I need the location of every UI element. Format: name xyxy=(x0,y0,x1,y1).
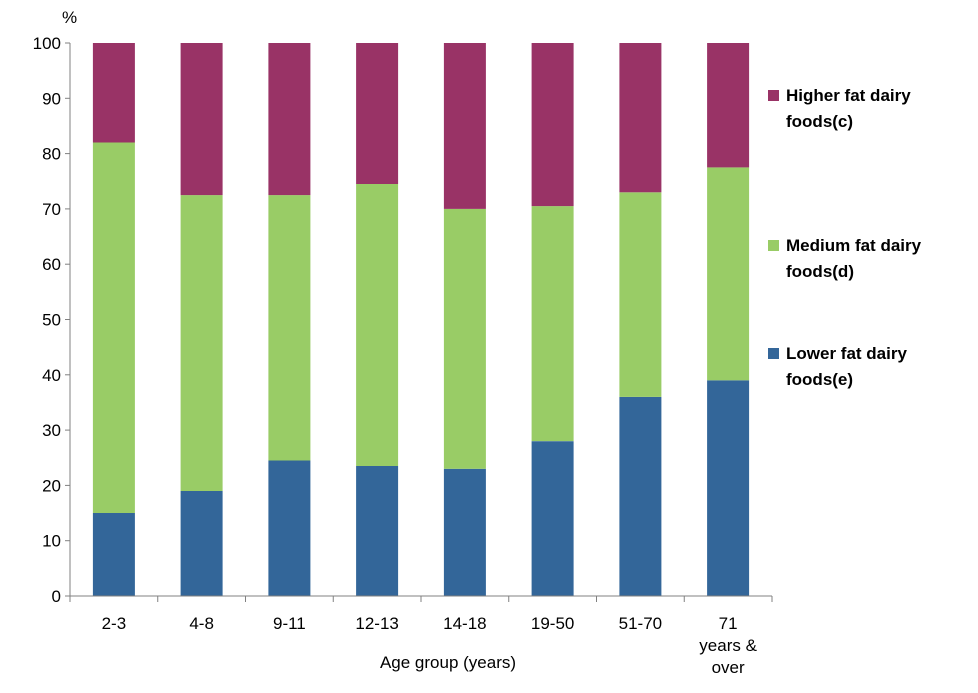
y-tick-label: 40 xyxy=(42,366,61,385)
legend-swatch xyxy=(768,90,779,101)
y-tick-label: 100 xyxy=(33,34,61,53)
bar-segment-series-0-cat-7 xyxy=(707,380,749,596)
bar-segment-series-2-cat-0 xyxy=(93,43,135,143)
legend-label: Lower fat dairy foods(e) xyxy=(786,344,907,389)
x-tick-label: 2-3 xyxy=(102,614,127,633)
bar-segment-series-1-cat-4 xyxy=(444,209,486,469)
x-axis-label: Age group (years) xyxy=(380,653,516,672)
y-tick-label: 50 xyxy=(42,311,61,330)
legend-swatch xyxy=(768,348,779,359)
bar-segment-series-1-cat-0 xyxy=(93,143,135,514)
bar-segment-series-1-cat-1 xyxy=(181,195,223,491)
bar-segment-series-0-cat-3 xyxy=(356,466,398,596)
axes-layer xyxy=(65,43,772,602)
y-tick-label: 60 xyxy=(42,255,61,274)
bar-segment-series-0-cat-2 xyxy=(268,461,310,597)
bar-segment-series-2-cat-2 xyxy=(268,43,310,195)
legend-label: Higher fat dairy foods(c) xyxy=(786,86,911,131)
y-tick-label: 20 xyxy=(42,476,61,495)
x-tick-label: 19-50 xyxy=(531,614,574,633)
bar-segment-series-2-cat-5 xyxy=(532,43,574,206)
bar-segment-series-2-cat-1 xyxy=(181,43,223,195)
legend-swatch xyxy=(768,240,779,251)
legend-label: Medium fat dairy foods(d) xyxy=(786,236,922,281)
y-axis-label: % xyxy=(62,8,77,27)
x-tick-label: 71 years & over xyxy=(699,614,757,677)
bar-segment-series-0-cat-1 xyxy=(181,491,223,596)
bar-segment-series-0-cat-0 xyxy=(93,513,135,596)
bar-segment-series-1-cat-2 xyxy=(268,195,310,460)
y-tick-label: 80 xyxy=(42,145,61,164)
bar-segment-series-1-cat-3 xyxy=(356,184,398,466)
bar-segment-series-2-cat-4 xyxy=(444,43,486,209)
legend: Higher fat dairy foods(c) Medium fat dairy… xyxy=(768,86,922,389)
x-tick-label: 51-70 xyxy=(619,614,662,633)
bar-segment-series-1-cat-5 xyxy=(532,206,574,441)
x-tick-label: 9-11 xyxy=(273,614,306,633)
x-tick-label: 4-8 xyxy=(189,614,214,633)
bar-segment-series-2-cat-3 xyxy=(356,43,398,184)
x-tick-label: 12-13 xyxy=(355,614,398,633)
y-tick-label: 0 xyxy=(52,587,61,606)
bars-layer xyxy=(93,43,749,596)
y-tick-label: 90 xyxy=(42,89,61,108)
bar-segment-series-0-cat-4 xyxy=(444,469,486,596)
bar-segment-series-0-cat-6 xyxy=(619,397,661,596)
x-tick-label: 14-18 xyxy=(443,614,486,633)
bar-segment-series-2-cat-7 xyxy=(707,43,749,167)
bar-segment-series-1-cat-6 xyxy=(619,192,661,397)
bar-segment-series-0-cat-5 xyxy=(532,441,574,596)
y-tick-label: 30 xyxy=(42,421,61,440)
bar-segment-series-1-cat-7 xyxy=(707,167,749,380)
y-tick-label: 10 xyxy=(42,532,61,551)
bar-segment-series-2-cat-6 xyxy=(619,43,661,192)
y-tick-label: 70 xyxy=(42,200,61,219)
